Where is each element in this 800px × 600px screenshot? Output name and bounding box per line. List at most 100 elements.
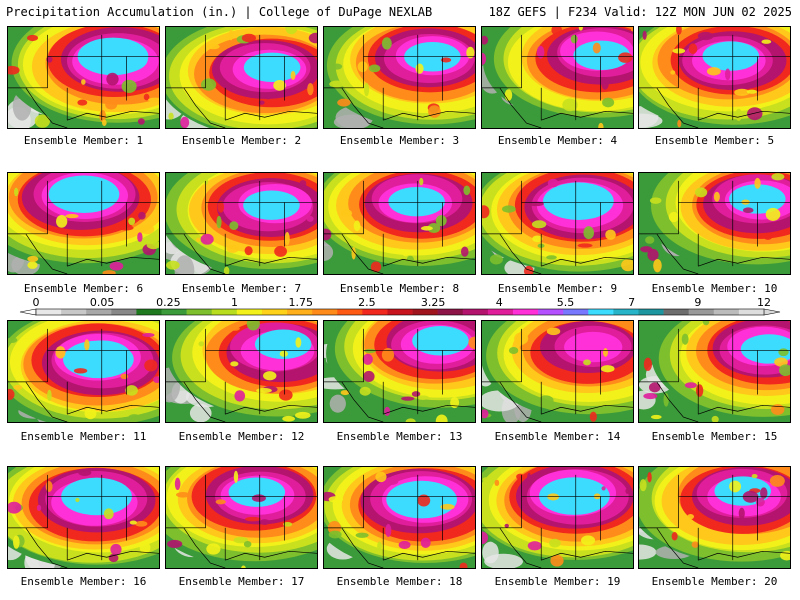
colorbar-swatch xyxy=(638,309,664,315)
ensemble-member-map xyxy=(323,466,476,569)
precip-field xyxy=(639,173,790,274)
precip-field xyxy=(482,27,633,128)
precip-field xyxy=(482,173,633,274)
ensemble-member-map xyxy=(7,172,160,275)
map-boundary-line xyxy=(482,233,542,274)
colorbar-swatch xyxy=(362,309,388,315)
precip-field xyxy=(166,467,317,568)
map-boundary-line xyxy=(541,110,633,121)
colorbar-swatch xyxy=(61,309,87,315)
colorbar-swatch xyxy=(136,309,162,315)
map-boundary-line xyxy=(639,527,699,568)
colorbar-swatch xyxy=(337,309,363,315)
map-boundary-line xyxy=(482,527,542,568)
map-boundary-line xyxy=(639,381,699,422)
colorbar-swatch xyxy=(312,309,338,315)
map-boundary-line xyxy=(166,381,226,422)
colorbar-swatch xyxy=(462,309,489,315)
map-boundary-line xyxy=(166,202,317,235)
precip-field xyxy=(8,321,159,422)
map-boundary-line xyxy=(639,496,790,529)
precip-field xyxy=(8,467,159,568)
ensemble-member-map xyxy=(638,320,791,423)
ensemble-member-label: Ensemble Member: 9 xyxy=(497,282,618,295)
map-boundary-line xyxy=(225,256,317,267)
precip-field xyxy=(639,321,790,422)
precip-field xyxy=(8,27,159,128)
colorbar-tick-label: 4 xyxy=(496,296,503,309)
ensemble-member-map xyxy=(323,26,476,129)
map-boundary-line xyxy=(324,202,475,235)
precip-field xyxy=(482,321,633,422)
precip-field xyxy=(324,467,475,568)
map-boundary-line xyxy=(166,350,317,383)
map-boundary-line xyxy=(698,110,790,121)
precip-field xyxy=(639,467,790,568)
ensemble-member-map xyxy=(481,320,634,423)
precip-field xyxy=(639,27,790,128)
map-boundary-line xyxy=(67,110,159,121)
colorbar-swatch xyxy=(738,309,765,315)
map-boundary-line xyxy=(482,87,542,128)
ensemble-member-label: Ensemble Member: 1 xyxy=(23,134,144,147)
colorbar-left-arrow xyxy=(19,308,37,316)
map-boundary-line xyxy=(225,110,317,121)
colorbar-swatch xyxy=(663,309,689,315)
colorbar-swatch xyxy=(186,309,213,315)
map-boundary-line xyxy=(8,381,68,422)
map-boundary-line xyxy=(482,56,633,89)
ensemble-member-label: Ensemble Member: 8 xyxy=(339,282,460,295)
ensemble-member-label: Ensemble Member: 16 xyxy=(20,575,147,588)
map-boundary-line xyxy=(67,256,159,267)
colorbar-tick-label: 12 xyxy=(757,296,771,309)
colorbar-tick-label: 3.25 xyxy=(421,296,446,309)
colorbar-right-arrow xyxy=(763,308,781,316)
precip-field xyxy=(324,27,475,128)
colorbar-swatch xyxy=(261,309,288,315)
colorbar-swatch xyxy=(211,309,238,315)
colorbar-swatch xyxy=(86,309,112,315)
map-boundary-line xyxy=(166,56,317,89)
colorbar-outline xyxy=(35,308,765,316)
map-boundary-line xyxy=(698,404,790,415)
precip-field xyxy=(324,173,475,274)
map-boundary-line xyxy=(324,56,475,89)
run-valid-time: 18Z GEFS | F234 Valid: 12Z MON JUN 02 20… xyxy=(488,5,792,19)
ensemble-member-label: Ensemble Member: 17 xyxy=(178,575,305,588)
ensemble-member-label: Ensemble Member: 10 xyxy=(651,282,778,295)
ensemble-member-label: Ensemble Member: 11 xyxy=(20,430,147,443)
map-boundary-line xyxy=(166,87,226,128)
map-boundary-line xyxy=(324,350,475,383)
ensemble-member-map xyxy=(638,26,791,129)
colorbar-swatch xyxy=(563,309,589,315)
product-title: Precipitation Accumulation (in.) | Colle… xyxy=(6,5,433,19)
colorbar-swatch xyxy=(512,309,539,315)
ensemble-member-map xyxy=(7,320,160,423)
map-boundary-line xyxy=(383,110,475,121)
colorbar-swatch xyxy=(713,309,740,315)
ensemble-member-label: Ensemble Member: 19 xyxy=(494,575,621,588)
ensemble-member-map xyxy=(481,26,634,129)
map-boundary-line xyxy=(698,256,790,267)
map-boundary-line xyxy=(639,233,699,274)
colorbar-tick-label: 5.5 xyxy=(557,296,575,309)
colorbar-swatch xyxy=(387,309,413,315)
map-boundary-line xyxy=(8,233,68,274)
map-boundary-line xyxy=(225,550,317,561)
map-boundary-line xyxy=(8,56,159,89)
map-boundary-line xyxy=(482,381,542,422)
colorbar-swatch xyxy=(36,309,62,315)
colorbar-swatch xyxy=(287,309,313,315)
map-boundary-line xyxy=(324,496,475,529)
ensemble-member-label: Ensemble Member: 14 xyxy=(494,430,621,443)
colorbar-swatch xyxy=(161,309,187,315)
map-boundary-line xyxy=(324,87,384,128)
colorbar-swatch xyxy=(437,309,464,315)
map-boundary-line xyxy=(8,527,68,568)
map-boundary-line xyxy=(541,404,633,415)
ensemble-member-label: Ensemble Member: 18 xyxy=(336,575,463,588)
ensemble-member-map xyxy=(7,466,160,569)
precip-field xyxy=(324,321,475,422)
map-boundary-line xyxy=(482,202,633,235)
ensemble-member-map xyxy=(323,320,476,423)
